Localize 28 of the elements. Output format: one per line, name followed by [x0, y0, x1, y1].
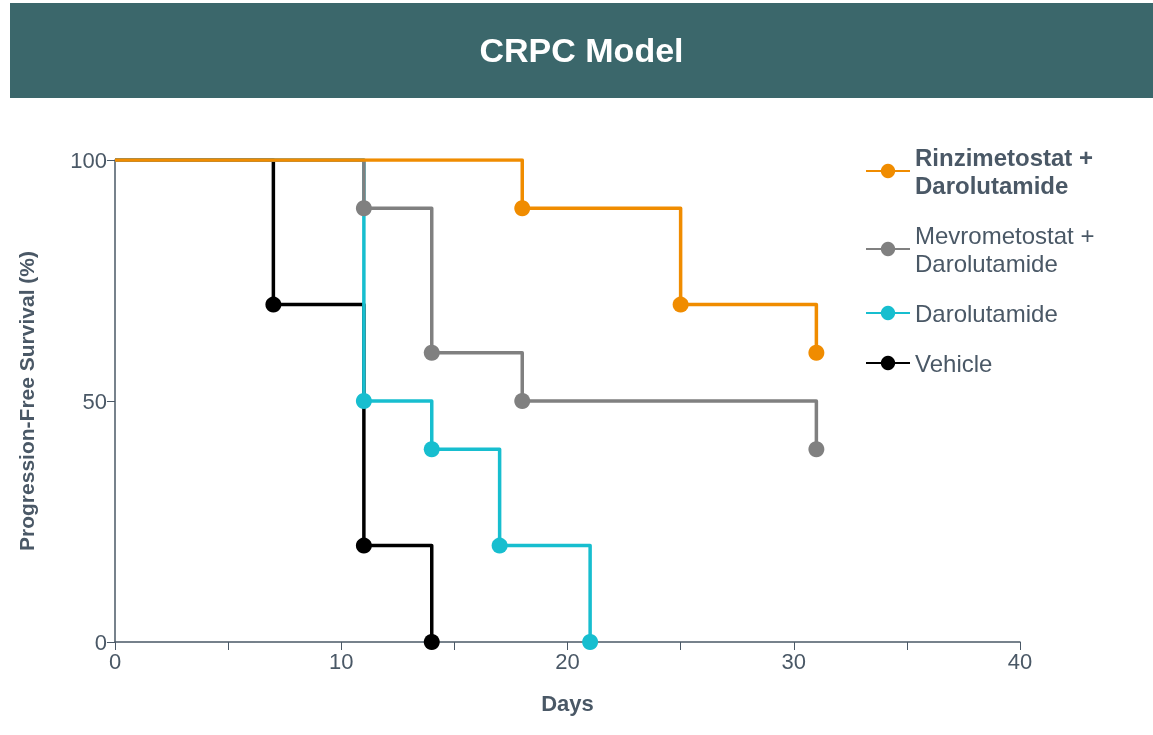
x-tick-label: 20 [555, 648, 580, 674]
y-tick-label: 0 [94, 629, 107, 655]
point [355, 393, 372, 409]
x-tick-label: 30 [781, 648, 806, 674]
x-tick-label: 40 [1007, 648, 1033, 674]
y-tick-label: 100 [70, 147, 107, 173]
y-tick-label: 50 [82, 388, 107, 414]
point [423, 344, 440, 361]
point [582, 634, 599, 650]
point [265, 296, 282, 313]
legend-label: Rinzimetostat + Darolutamide [915, 143, 1100, 199]
point [514, 393, 531, 409]
point [355, 537, 372, 554]
chart-title: CRPC Model [10, 3, 1153, 98]
point [423, 634, 440, 650]
point [808, 441, 825, 458]
x-axis-title: Days [541, 690, 594, 716]
point [514, 200, 531, 217]
point [672, 296, 689, 313]
legend-label: Darolutamide [915, 299, 1058, 327]
x-tick-label: 10 [329, 648, 354, 674]
point [808, 344, 825, 361]
point [491, 537, 508, 554]
y-axis-title: Progression-Free Survival (%) [15, 251, 38, 551]
point [355, 200, 372, 217]
point [423, 441, 440, 458]
legend-label: Vehicle [915, 349, 993, 377]
legend-label: Mevrometostat + Darolutamide [915, 221, 1102, 277]
